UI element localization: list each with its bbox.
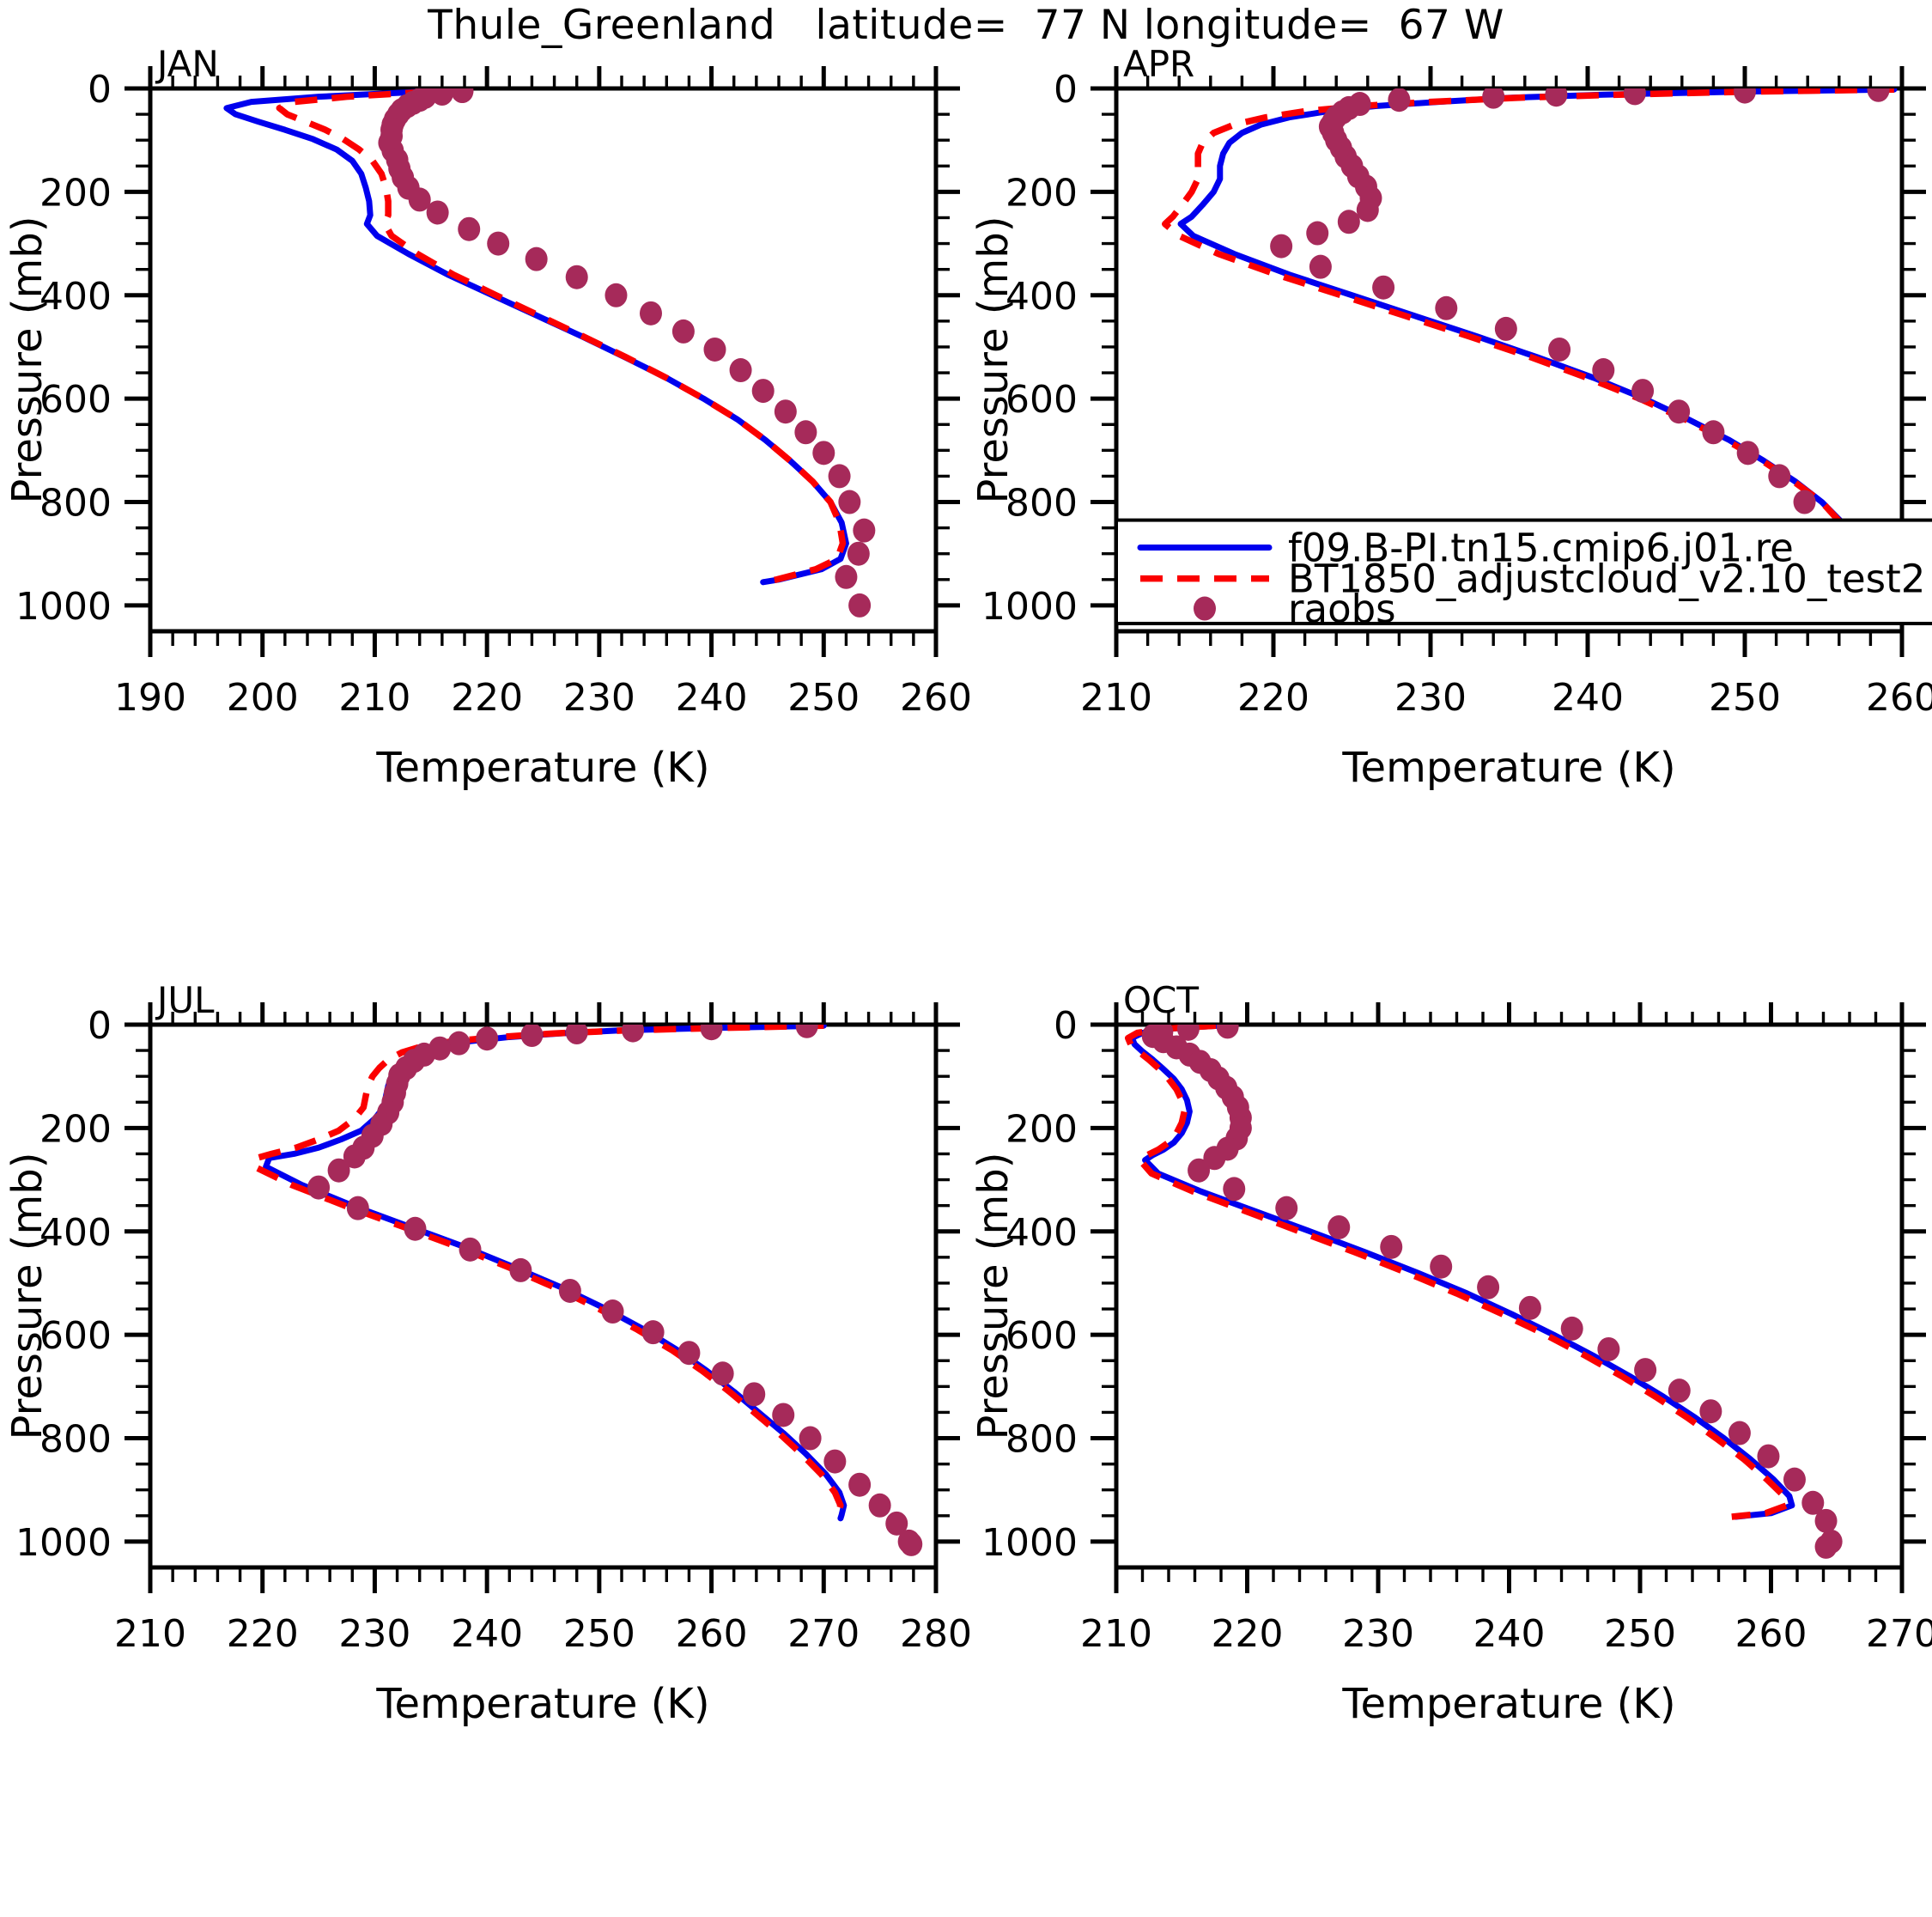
x-tick-label: 190 [114, 676, 186, 720]
series-line-bt1850 [1161, 88, 1894, 587]
legend-swatch-raobs [1194, 596, 1216, 621]
series-line-f09 [263, 1025, 848, 1522]
y-tick-label: 200 [1005, 171, 1078, 215]
x-tick-label: 240 [1473, 1612, 1546, 1656]
panel-jul: 210 220 230 240 250 260 270 280 0 200 400 600 800 100… [0, 979, 972, 1902]
y-tick-label: 400 [1005, 275, 1078, 319]
plot-jan: 190 200 210 220 230 240 250 260 0 200 400 600 800 100… [3, 43, 972, 792]
x-tick-label: 230 [1394, 676, 1467, 720]
series-markers-raobs [1141, 1025, 1843, 1559]
y-tick-label: 600 [1005, 378, 1078, 422]
y-tick-label: 0 [88, 1004, 112, 1048]
series-markers-raobs [307, 1025, 923, 1556]
x-tick-label: 260 [676, 1612, 748, 1656]
series-line-f09 [223, 88, 849, 586]
y-tick-label: 200 [39, 1107, 112, 1151]
x-tick-label: 220 [1212, 1612, 1284, 1656]
x-tick-label: 210 [114, 1612, 186, 1656]
x-tick-label: 240 [676, 676, 748, 720]
x-tick-label: 230 [563, 676, 635, 720]
x-tick-label: 200 [227, 676, 299, 720]
y-tick-label: 200 [39, 171, 112, 215]
x-tick-label: 250 [1709, 676, 1781, 720]
x-tick-label: 240 [451, 1612, 523, 1656]
y-tick-label: 800 [1005, 482, 1078, 526]
series-line-f09 [1177, 88, 1898, 587]
plot-apr: 210 220 230 240 250 260 0 200 400 600 800 1000 APR Te… [969, 43, 1932, 792]
y-tick-label: 1000 [15, 585, 112, 629]
series-line-bt1850 [1124, 1025, 1790, 1520]
x-tick-label: 240 [1552, 676, 1624, 720]
series-line-bt1850 [276, 88, 847, 586]
y-tick-label: 600 [1005, 1314, 1078, 1358]
y-tick-label: 800 [1005, 1418, 1078, 1462]
panel-label-oct: OCT [1123, 979, 1199, 1021]
y-tick-label: 600 [39, 378, 112, 422]
y-tick-label: 200 [1005, 1107, 1078, 1151]
x-tick-label: 210 [1080, 1612, 1152, 1656]
x-tick-label: 270 [1866, 1612, 1932, 1656]
x-tick-label: 280 [900, 1612, 972, 1656]
x-tick-label: 260 [1735, 1612, 1807, 1656]
plot-oct: 210 220 230 240 250 260 270 0 200 400 600 800 1000 OC… [969, 979, 1932, 1728]
legend-label: raobs [1288, 587, 1396, 632]
y-tick-label: 600 [39, 1314, 112, 1358]
y-axis-title: Pressure (mb) [969, 1153, 1018, 1440]
panel-oct: 210 220 230 240 250 260 270 0 200 400 600 800 1000 OC… [966, 979, 1932, 1902]
y-tick-label: 800 [39, 482, 112, 526]
x-tick-label: 250 [787, 676, 860, 720]
y-tick-label: 0 [1054, 68, 1078, 112]
panel-apr: 210 220 230 240 250 260 0 200 400 600 800 1000 APR Te… [966, 43, 1932, 966]
legend-label: BT1850_adjustcloud_v2.10_test2 [1288, 557, 1925, 602]
x-tick-label: 210 [1080, 676, 1152, 720]
x-tick-label: 230 [1342, 1612, 1414, 1656]
x-tick-label: 210 [338, 676, 410, 720]
plot-frame [148, 1022, 939, 1570]
x-tick-label: 250 [563, 1612, 635, 1656]
panel-label-jan: JAN [155, 43, 219, 85]
y-tick-label: 400 [39, 1211, 112, 1255]
plot-jul: 210 220 230 240 250 260 270 280 0 200 400 600 800 100… [3, 979, 972, 1728]
y-tick-label: 1000 [981, 1521, 1078, 1565]
legend-label: f09.B-PI.tn15.cmip6.j01.re [1288, 525, 1794, 570]
y-tick-label: 400 [1005, 1211, 1078, 1255]
y-tick-label: 1000 [981, 585, 1078, 629]
y-tick-label: 0 [88, 68, 112, 112]
x-tick-label: 230 [338, 1612, 410, 1656]
x-axis-title: Temperature (K) [375, 744, 709, 792]
x-tick-label: 260 [900, 676, 972, 720]
x-axis-title: Temperature (K) [1341, 1680, 1675, 1728]
y-axis-title: Pressure (mb) [3, 1153, 52, 1440]
legend: f09.B-PI.tn15.cmip6.j01.reBT1850_adjustc… [1115, 518, 1932, 632]
x-axis-title: Temperature (K) [375, 1680, 709, 1728]
panel-jan: 190 200 210 220 230 240 250 260 0 200 400 600 800 100… [0, 43, 972, 966]
x-tick-label: 260 [1866, 676, 1932, 720]
plot-frame [148, 86, 939, 634]
figure-title: Thule_Greenland latitude= 77 N longitude… [428, 2, 1504, 49]
x-tick-label: 220 [451, 676, 523, 720]
series-line-bt1850 [251, 1025, 844, 1520]
y-tick-label: 1000 [15, 1521, 112, 1565]
y-tick-label: 0 [1054, 1004, 1078, 1048]
x-tick-label: 270 [787, 1612, 860, 1656]
x-tick-label: 220 [227, 1612, 299, 1656]
panel-label-jul: JUL [155, 979, 215, 1021]
y-tick-label: 400 [39, 275, 112, 319]
y-tick-label: 800 [39, 1418, 112, 1462]
y-axis-title: Pressure (mb) [969, 216, 1018, 504]
y-axis-title: Pressure (mb) [3, 216, 52, 504]
x-tick-label: 250 [1604, 1612, 1676, 1656]
x-tick-label: 220 [1237, 676, 1309, 720]
panel-label-apr: APR [1123, 43, 1194, 85]
series-markers-raobs [378, 88, 876, 618]
x-axis-title: Temperature (K) [1341, 744, 1675, 792]
